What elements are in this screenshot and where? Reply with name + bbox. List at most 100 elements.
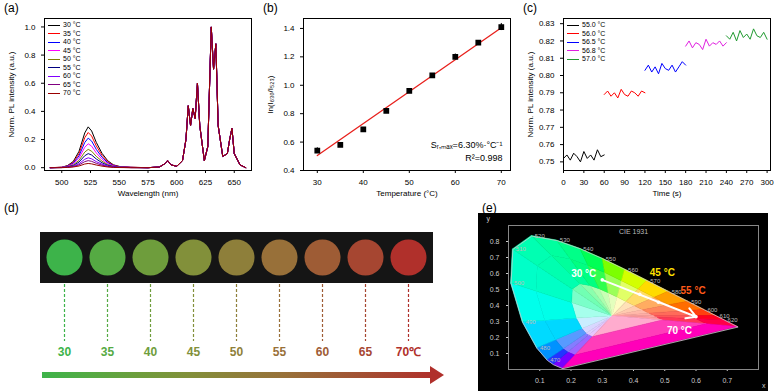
svg-text:40: 40 bbox=[359, 178, 368, 187]
svg-text:530: 530 bbox=[560, 237, 571, 243]
html-text:(a): (a) bbox=[4, 1, 19, 15]
svg-text:60: 60 bbox=[600, 178, 609, 187]
svg-text:65: 65 bbox=[359, 345, 373, 359]
svg-text:90: 90 bbox=[620, 178, 629, 187]
svg-text:30: 30 bbox=[313, 178, 322, 187]
svg-text:35: 35 bbox=[101, 345, 115, 359]
svg-text:520: 520 bbox=[535, 233, 546, 239]
svg-text:575: 575 bbox=[141, 178, 155, 187]
svg-text:0.78: 0.78 bbox=[539, 106, 555, 115]
svg-text:0.7: 0.7 bbox=[490, 254, 500, 261]
svg-text:0.5: 0.5 bbox=[660, 377, 670, 384]
svg-text:45: 45 bbox=[187, 345, 201, 359]
svg-text:120: 120 bbox=[638, 178, 652, 187]
svg-text:0.6: 0.6 bbox=[283, 138, 295, 147]
svg-text:0.82: 0.82 bbox=[539, 37, 555, 46]
svg-text:60: 60 bbox=[316, 345, 330, 359]
svg-text:500: 500 bbox=[55, 178, 69, 187]
svg-text:30: 30 bbox=[58, 345, 72, 359]
svg-text:60: 60 bbox=[451, 178, 460, 187]
svg-text:y: y bbox=[487, 215, 491, 223]
svg-text:1.0: 1.0 bbox=[24, 23, 36, 32]
svg-text:0.79: 0.79 bbox=[539, 88, 555, 97]
svg-text:550: 550 bbox=[606, 256, 617, 262]
svg-text:Time (s): Time (s) bbox=[652, 189, 681, 198]
svg-text:180: 180 bbox=[679, 178, 693, 187]
svg-text:50: 50 bbox=[405, 178, 414, 187]
svg-text:R²=0.998: R²=0.998 bbox=[465, 153, 502, 163]
svg-text:0: 0 bbox=[561, 178, 566, 187]
svg-text:0.75: 0.75 bbox=[539, 157, 555, 166]
svg-text:Wavelength (nm): Wavelength (nm) bbox=[118, 189, 179, 198]
svg-text:210: 210 bbox=[699, 178, 713, 187]
svg-text:240: 240 bbox=[720, 178, 734, 187]
svg-text:300: 300 bbox=[760, 178, 774, 187]
svg-text:625: 625 bbox=[199, 178, 213, 187]
svg-text:50: 50 bbox=[230, 345, 244, 359]
svg-text:0.1: 0.1 bbox=[535, 377, 545, 384]
svg-text:0.2: 0.2 bbox=[566, 377, 576, 384]
svg-text:550: 550 bbox=[113, 178, 127, 187]
svg-text:480: 480 bbox=[540, 345, 551, 351]
svg-text:Norm. PL intensity (a.u.): Norm. PL intensity (a.u.) bbox=[526, 51, 535, 137]
svg-text:540: 540 bbox=[583, 246, 594, 252]
svg-text:510: 510 bbox=[516, 246, 527, 252]
svg-text:1.2: 1.2 bbox=[283, 52, 295, 61]
svg-text:0.80: 0.80 bbox=[539, 71, 555, 80]
svg-text:525: 525 bbox=[84, 178, 98, 187]
svg-text:0.6: 0.6 bbox=[691, 377, 701, 384]
svg-text:600: 600 bbox=[707, 307, 718, 313]
svg-text:0.8: 0.8 bbox=[283, 109, 295, 118]
svg-text:0.5: 0.5 bbox=[490, 286, 500, 293]
svg-text:45 °C: 45 °C bbox=[650, 267, 675, 278]
svg-text:0.1: 0.1 bbox=[490, 350, 500, 357]
svg-text:0.0: 0.0 bbox=[24, 163, 36, 172]
svg-text:0.6: 0.6 bbox=[24, 79, 36, 88]
svg-text:x: x bbox=[762, 382, 766, 389]
svg-text:CIE 1931: CIE 1931 bbox=[619, 228, 648, 235]
html-text:(c): (c) bbox=[523, 1, 537, 15]
html-text:(b): (b) bbox=[263, 1, 278, 15]
svg-text:30: 30 bbox=[579, 178, 588, 187]
svg-text:570: 570 bbox=[650, 278, 661, 284]
svg-text:0.3: 0.3 bbox=[490, 318, 500, 325]
svg-text:560: 560 bbox=[628, 267, 639, 273]
svg-text:470: 470 bbox=[550, 357, 561, 363]
svg-text:40: 40 bbox=[144, 345, 158, 359]
svg-text:0.3: 0.3 bbox=[597, 377, 607, 384]
svg-text:Norm. PL intensity (a.u.): Norm. PL intensity (a.u.) bbox=[7, 51, 16, 137]
svg-text:70: 70 bbox=[497, 178, 506, 187]
svg-text:ln(I₆₃₀/I₅₂₃): ln(I₆₃₀/I₅₂₃) bbox=[266, 75, 275, 113]
svg-text:1.0: 1.0 bbox=[283, 81, 295, 90]
svg-text:55 °C: 55 °C bbox=[681, 285, 706, 296]
svg-text:0.8: 0.8 bbox=[24, 51, 36, 60]
svg-text:0.4: 0.4 bbox=[283, 166, 295, 175]
svg-text:650: 650 bbox=[228, 178, 242, 187]
svg-text:70℃: 70℃ bbox=[396, 345, 421, 359]
svg-text:0.2: 0.2 bbox=[24, 135, 36, 144]
svg-text:0.8: 0.8 bbox=[490, 238, 500, 245]
svg-text:150: 150 bbox=[659, 178, 673, 187]
svg-text:Temperature (°C): Temperature (°C) bbox=[376, 189, 438, 198]
svg-text:55: 55 bbox=[273, 345, 287, 359]
svg-text:620: 620 bbox=[728, 317, 739, 323]
svg-text:0.4: 0.4 bbox=[24, 107, 36, 116]
svg-text:270: 270 bbox=[740, 178, 754, 187]
svg-text:590: 590 bbox=[691, 299, 702, 305]
svg-text:0.4: 0.4 bbox=[629, 377, 639, 384]
svg-text:0.6: 0.6 bbox=[490, 270, 500, 277]
svg-text:0.2: 0.2 bbox=[490, 334, 500, 341]
svg-text:Sᵣ,ₘₐₓ=6.30%·°C⁻¹: Sᵣ,ₘₐₓ=6.30%·°C⁻¹ bbox=[431, 140, 503, 150]
svg-text:0.7: 0.7 bbox=[722, 377, 732, 384]
svg-text:0.81: 0.81 bbox=[539, 54, 555, 63]
svg-text:30 °C: 30 °C bbox=[571, 268, 596, 279]
svg-text:500: 500 bbox=[514, 280, 525, 286]
svg-text:1.4: 1.4 bbox=[283, 24, 295, 33]
svg-text:70 °C: 70 °C bbox=[667, 325, 692, 336]
svg-text:0.83: 0.83 bbox=[539, 19, 555, 28]
svg-text:0.76: 0.76 bbox=[539, 140, 555, 149]
svg-text:0.77: 0.77 bbox=[539, 123, 555, 132]
svg-text:0.4: 0.4 bbox=[490, 302, 500, 309]
svg-text:600: 600 bbox=[170, 178, 184, 187]
svg-text:490: 490 bbox=[526, 319, 537, 325]
